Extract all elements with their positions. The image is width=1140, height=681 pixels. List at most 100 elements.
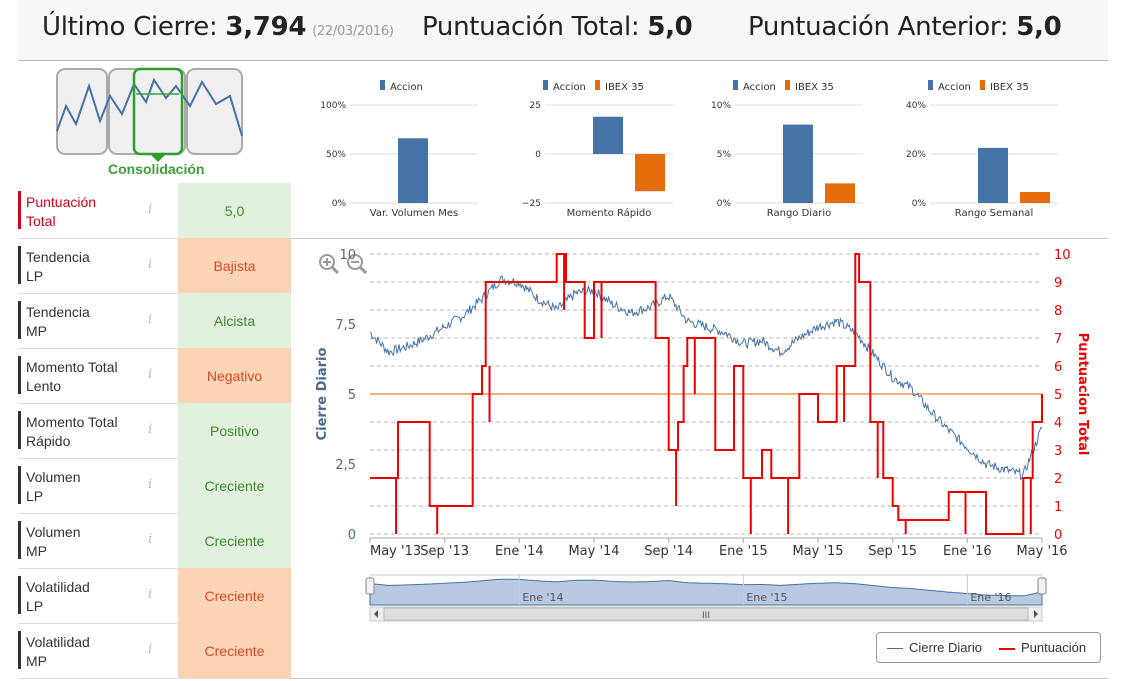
- indicator-name: Puntuación Total i: [18, 183, 178, 238]
- indicator-row: Momento Total Rápido i Positivo: [18, 403, 291, 459]
- mini-bar[interactable]: [635, 154, 665, 192]
- y-right-tick: 7: [1054, 332, 1062, 347]
- indicator-value: Positivo: [178, 403, 291, 458]
- indicator-name: Volumen LP i: [18, 458, 178, 513]
- x-tick-label: Ene '14: [495, 544, 544, 559]
- info-icon[interactable]: i: [148, 477, 153, 492]
- indicator-marker: [18, 356, 21, 394]
- mini-bar[interactable]: [978, 147, 1008, 203]
- indicator-value: Creciente: [178, 458, 291, 513]
- legend-cierre[interactable]: Cierre Diario: [887, 640, 982, 655]
- mini-tick-label: −25: [522, 199, 541, 209]
- mini-tick-label: 0: [535, 150, 541, 160]
- indicator-marker: [18, 521, 21, 559]
- mini-bar[interactable]: [398, 138, 428, 203]
- indicator-value: Creciente: [178, 513, 291, 568]
- scroll-right-icon[interactable]: [1034, 610, 1038, 618]
- indicator-row: Volatilidad LP i Creciente: [18, 568, 291, 624]
- prev-score-value: 5,0: [1016, 12, 1062, 42]
- y-right-tick: 0: [1054, 528, 1062, 543]
- mini-legend-label: IBEX 35: [795, 82, 834, 93]
- mini-category-label: Rango Diario: [767, 208, 831, 219]
- indicator-label: Volumen LP: [26, 469, 81, 504]
- mini-legend-swatch: [543, 80, 548, 90]
- x-tick-label: Sep '14: [644, 544, 693, 559]
- indicator-marker: [18, 301, 21, 339]
- y-right-tick: 5: [1054, 388, 1062, 403]
- info-icon[interactable]: i: [148, 367, 153, 382]
- zoom-out-icon[interactable]: [346, 253, 368, 280]
- x-tick-label: Ene '15: [719, 544, 768, 559]
- y-left-tick: 5: [348, 388, 356, 403]
- y-right-tick: 6: [1054, 360, 1062, 375]
- x-tick-label: Sep '15: [868, 544, 917, 559]
- info-icon[interactable]: i: [148, 312, 153, 327]
- info-icon[interactable]: i: [148, 422, 153, 437]
- mini-tick-label: 0%: [332, 199, 347, 209]
- y-left-tick: 10: [339, 248, 356, 263]
- mini-chart-2: Accion IBEX 35 −25 0 25 Momento Rápido: [522, 80, 673, 219]
- series-puntuacion[interactable]: [370, 253, 1043, 535]
- indicator-name: Tendencia LP i: [18, 238, 178, 293]
- legend-puntuacion[interactable]: Puntuación: [999, 640, 1086, 655]
- mini-legend-swatch: [733, 80, 738, 90]
- indicator-marker: [18, 411, 21, 449]
- main-line-chart[interactable]: 0 2,5 5 7,5 10 0 1 2 3 4 5 6 7 8 9 10 Cierre Diario Puntu…: [290, 240, 1110, 680]
- consolidation-pattern-icon: [56, 67, 243, 162]
- zoom-in-icon[interactable]: [318, 253, 340, 280]
- info-icon[interactable]: i: [148, 642, 153, 657]
- x-tick-label: May '13: [370, 544, 421, 559]
- y-left-title: Cierre Diario: [315, 348, 330, 441]
- legend-puntuacion-swatch: [999, 647, 1015, 650]
- indicator-name: Momento Total Lento i: [18, 348, 178, 403]
- mini-category-label: Var. Volumen Mes: [370, 208, 458, 219]
- indicator-value: Negativo: [178, 348, 291, 403]
- legend-cierre-label: Cierre Diario: [909, 640, 982, 655]
- x-tick-label: May '16: [1016, 544, 1067, 559]
- mini-bar-charts: Accion 0% 50% 100% Var. Volumen Mes Accion IBE…: [320, 80, 1058, 219]
- mini-bar[interactable]: [825, 183, 855, 203]
- indicator-label: Volumen MP: [26, 524, 81, 559]
- x-tick-label: May '14: [568, 544, 619, 559]
- info-icon[interactable]: i: [148, 202, 153, 217]
- mini-bar[interactable]: [1020, 191, 1050, 203]
- divider: [290, 238, 1108, 239]
- indicator-value: Alcista: [178, 293, 291, 348]
- mini-chart-4: Accion IBEX 35 0% 20% 40% Rango Semanal: [906, 80, 1058, 219]
- indicator-row: Volatilidad MP i Creciente: [18, 623, 291, 679]
- scrollbar-thumb[interactable]: [383, 607, 1029, 621]
- mini-legend-label: Accion: [938, 82, 971, 93]
- mini-legend-label: Accion: [390, 82, 423, 93]
- navigator-label: Ene '15: [746, 591, 787, 604]
- indicator-value: Creciente: [178, 623, 291, 678]
- indicator-value: Bajista: [178, 238, 291, 293]
- mini-tick-label: 40%: [906, 101, 926, 111]
- navigator-label: Ene '16: [970, 591, 1011, 604]
- mini-category-label: Rango Semanal: [955, 208, 1033, 219]
- indicator-label: Tendencia MP: [26, 304, 90, 339]
- indicator-row: Tendencia LP i Bajista: [18, 238, 291, 294]
- last-close: Último Cierre: 3,794 (22/03/2016): [42, 12, 394, 42]
- last-close-label: Último Cierre:: [42, 12, 218, 42]
- info-icon[interactable]: i: [148, 257, 153, 272]
- total-score-value: 5,0: [647, 12, 693, 42]
- mini-bar[interactable]: [783, 124, 813, 203]
- indicator-marker: [18, 246, 21, 284]
- scroll-left-icon[interactable]: [374, 610, 378, 618]
- series-cierre-diario[interactable]: [369, 275, 1043, 481]
- mini-legend-swatch: [928, 80, 933, 90]
- info-icon[interactable]: i: [148, 532, 153, 547]
- mini-bar[interactable]: [593, 116, 623, 154]
- navigator-series: [369, 578, 1043, 606]
- navigator-handle[interactable]: [365, 577, 375, 595]
- y-right-tick: 4: [1054, 416, 1062, 431]
- chart-legend: Cierre Diario Puntuación: [876, 632, 1101, 663]
- y-right-tick: 9: [1054, 276, 1062, 291]
- info-icon[interactable]: i: [148, 587, 153, 602]
- mini-tick-label: 25: [530, 101, 541, 111]
- indicator-name: Momento Total Rápido i: [18, 403, 178, 458]
- indicator-name: Volatilidad MP i: [18, 623, 178, 678]
- navigator-handle[interactable]: [1037, 577, 1047, 595]
- mini-legend-label: IBEX 35: [605, 82, 644, 93]
- y-left-tick: 2,5: [335, 458, 356, 473]
